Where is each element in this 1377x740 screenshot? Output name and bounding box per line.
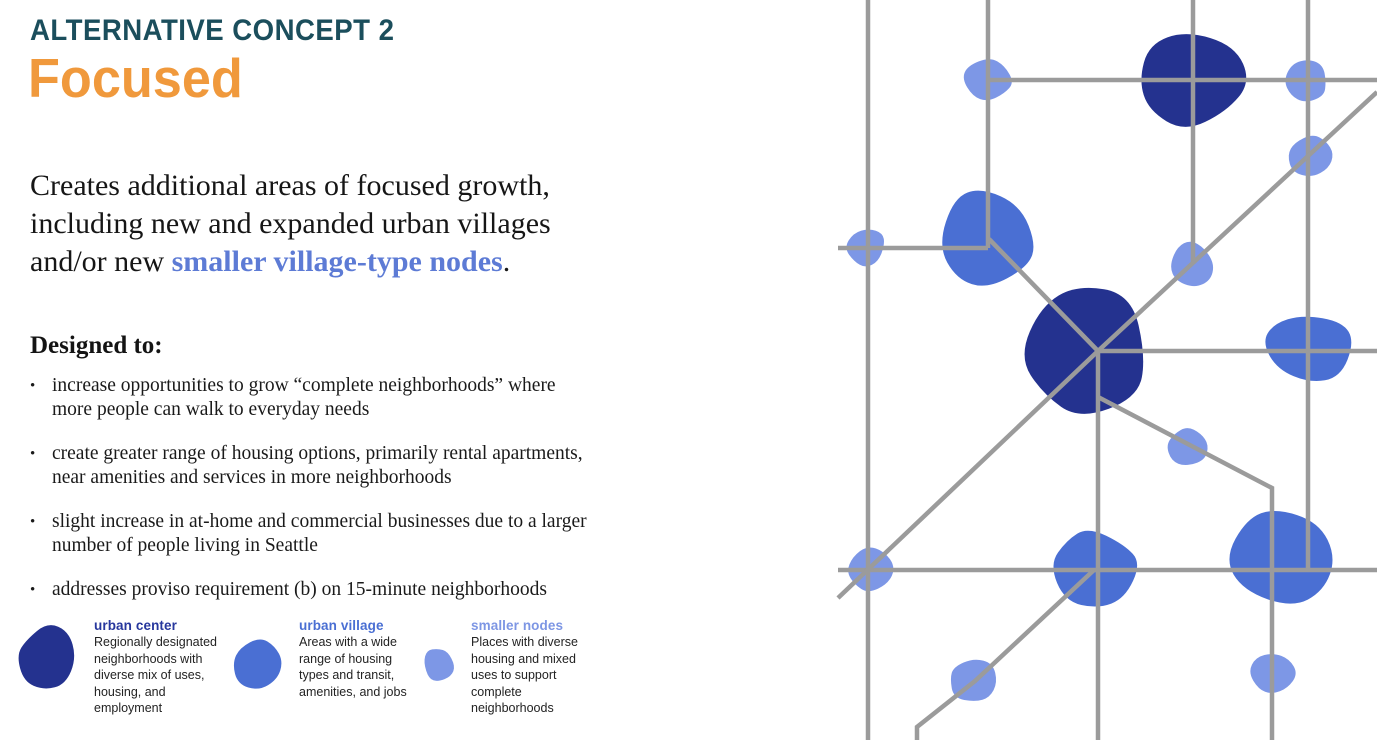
bullet-glyph: • (30, 378, 36, 394)
concept-map (836, 0, 1377, 740)
slide-title: Focused (28, 47, 243, 109)
legend-description-urban-village: Areas with a wide range of housing types… (299, 635, 407, 699)
urban-village-blob-icon (233, 639, 282, 689)
slide-kicker: ALTERNATIVE CONCEPT 2 (30, 14, 395, 47)
bullet-item: • slight increase in at-home and commerci… (30, 511, 587, 556)
designed-to-heading: Designed to: (30, 332, 163, 359)
legend-item-smaller-nodes: smaller nodes Places with diverse housing… (420, 618, 585, 717)
map-road (987, 237, 1100, 353)
text-column: ALTERNATIVE CONCEPT 2 Focused Creates ad… (0, 14, 830, 740)
intro-line-1: Creates additional areas of focused grow… (30, 169, 550, 202)
intro-line-3-post: . (502, 245, 511, 278)
intro-line-2: including new and expanded urban village… (30, 207, 551, 240)
legend-title-urban-center: urban center (94, 618, 177, 633)
intro-highlight: smaller village-type nodes (171, 245, 503, 278)
designed-to-bullet-list: • increase opportunities to grow “complet… (30, 374, 750, 623)
bullet-glyph: • (30, 514, 36, 530)
smaller-nodes-blob-icon (424, 649, 454, 681)
intro-paragraph: Creates additional areas of focused grow… (30, 167, 790, 281)
urban-center-blob-icon (18, 625, 75, 689)
legend-title-urban-village: urban village (299, 618, 384, 633)
intro-line-3-pre: and/or new (30, 245, 172, 278)
bullet-item: • increase opportunities to grow “complet… (30, 375, 556, 420)
legend-description-smaller-nodes: Places with diverse housing and mixed us… (471, 635, 578, 715)
bullet-item: • create greater range of housing options… (30, 443, 583, 488)
bullet-glyph: • (30, 582, 36, 598)
map-road (836, 349, 1100, 600)
legend-title-smaller-nodes: smaller nodes (471, 618, 564, 633)
map-node-smaller-node (1167, 428, 1208, 465)
legend: urban center Regionally designated neighb… (0, 618, 830, 740)
map-road (914, 568, 1096, 740)
map-roads-layer (836, 0, 1377, 740)
bullet-glyph: • (30, 446, 36, 462)
map-node-urban-center (1024, 287, 1144, 414)
map-road (1096, 395, 1275, 740)
map-node-urban-village (1229, 511, 1333, 604)
legend-item-urban-center: urban center Regionally designated neighb… (15, 618, 226, 717)
map-road (1096, 90, 1377, 353)
bullet-item: • addresses proviso requirement (b) on 15… (30, 579, 547, 600)
legend-description-urban-center: Regionally designated neighborhoods with… (94, 635, 218, 715)
legend-item-urban-village: urban village Areas with a wide range of … (230, 618, 419, 700)
